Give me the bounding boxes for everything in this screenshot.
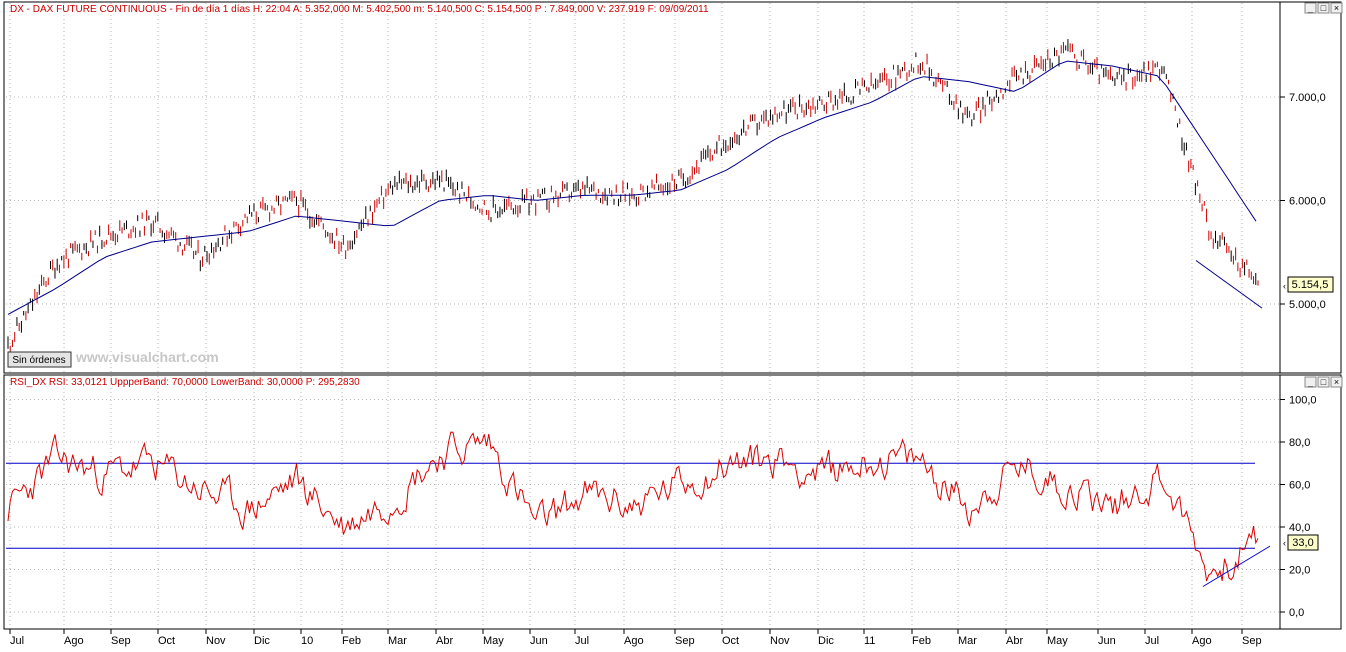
x-tick-label: Oct bbox=[158, 635, 175, 647]
maximize-button[interactable]: □ bbox=[1317, 2, 1330, 14]
rsi-last-value-text: 33,0 bbox=[1292, 537, 1313, 549]
x-tick-label: Mar bbox=[958, 635, 977, 647]
rsi-window-buttons: _ □ × bbox=[1304, 376, 1343, 388]
x-tick-label: Sep bbox=[111, 635, 131, 647]
x-tick-label: Dic bbox=[818, 635, 834, 647]
x-tick-label: Jun bbox=[1098, 635, 1116, 647]
close-icon: × bbox=[1334, 3, 1339, 13]
price-last-value: ‹ 5.154,5 bbox=[1283, 276, 1334, 293]
x-tick-label: Sep bbox=[1242, 635, 1262, 647]
watermark: www.visualchart.com bbox=[75, 349, 219, 365]
x-tick-label: Dic bbox=[254, 635, 270, 647]
x-tick-label: Oct bbox=[722, 635, 739, 647]
price-y-tick-label: 6.000,0 bbox=[1289, 196, 1326, 208]
x-tick-label: Sep bbox=[675, 635, 695, 647]
close-icon: × bbox=[1334, 377, 1339, 387]
x-tick-label: Jun bbox=[530, 635, 548, 647]
rsi-y-tick-label: 80,0 bbox=[1289, 437, 1310, 449]
x-tick-label: Abr bbox=[1006, 635, 1023, 647]
minimize-icon: _ bbox=[1307, 377, 1314, 387]
minimize-button[interactable]: _ bbox=[1304, 376, 1317, 388]
x-tick-label: Ago bbox=[624, 635, 644, 647]
price-grid bbox=[6, 3, 1279, 372]
status-button[interactable]: Sin órdenes bbox=[7, 351, 72, 368]
rsi-bands bbox=[6, 462, 1255, 549]
minimize-button[interactable]: _ bbox=[1304, 2, 1317, 14]
x-tick-label: Ago bbox=[64, 635, 84, 647]
x-tick-label: Feb bbox=[912, 635, 931, 647]
moving-average-line bbox=[7, 60, 1257, 315]
x-axis: Jul Ago Sep Oct Nov Dic 10 Feb Mar Abr May Jun Jul Ag… bbox=[4, 628, 1280, 647]
price-bars bbox=[7, 39, 1259, 353]
x-tick-label: Ago bbox=[1192, 635, 1212, 647]
x-tick-label: Feb bbox=[342, 635, 361, 647]
price-trend-line bbox=[1195, 260, 1263, 309]
price-last-arrow: ‹ bbox=[1283, 281, 1286, 291]
rsi-y-tick-label: 60,0 bbox=[1289, 480, 1310, 492]
status-button-label: Sin órdenes bbox=[12, 355, 65, 366]
maximize-icon: □ bbox=[1321, 377, 1327, 387]
x-tick-label: Jul bbox=[575, 635, 589, 647]
close-button[interactable]: × bbox=[1330, 2, 1343, 14]
x-tick-label: Nov bbox=[770, 635, 790, 647]
price-y-tick-label: 5.000,0 bbox=[1289, 299, 1326, 311]
price-last-value-text: 5.154,5 bbox=[1292, 279, 1329, 291]
rsi-y-tick-label: 20,0 bbox=[1289, 565, 1310, 577]
minimize-icon: _ bbox=[1307, 3, 1314, 13]
maximize-button[interactable]: □ bbox=[1317, 376, 1330, 388]
x-tick-label: 11 bbox=[864, 635, 875, 647]
rsi-panel-header: RSI_DX RSI: 33,0121 UppperBand: 70,0000 … bbox=[10, 377, 360, 388]
x-tick-label: Nov bbox=[206, 635, 226, 647]
rsi-y-tick-label: 100,0 bbox=[1289, 395, 1317, 407]
rsi-line bbox=[7, 431, 1259, 582]
price-panel-header: DX - DAX FUTURE CONTINUOUS - Fin de día … bbox=[10, 4, 709, 15]
price-panel-frame bbox=[3, 1, 1342, 374]
rsi-panel-frame bbox=[3, 374, 1342, 630]
x-tick-label: May bbox=[483, 635, 504, 647]
rsi-last-arrow: ‹ bbox=[1283, 538, 1286, 548]
price-y-tick-label: 7.000,0 bbox=[1289, 92, 1326, 104]
rsi-trend-line bbox=[1202, 545, 1271, 587]
price-y-axis: 7.000,0 6.000,0 5.000,0 bbox=[1280, 92, 1326, 311]
close-button[interactable]: × bbox=[1330, 376, 1343, 388]
x-tick-label: Jul bbox=[1145, 635, 1159, 647]
rsi-y-tick-label: 40,0 bbox=[1289, 522, 1310, 534]
price-window-buttons: _ □ × bbox=[1304, 2, 1343, 14]
rsi-grid bbox=[6, 376, 1279, 628]
rsi-last-value: ‹ 33,0 bbox=[1283, 534, 1319, 551]
maximize-icon: □ bbox=[1321, 3, 1327, 13]
x-tick-label: Abr bbox=[436, 635, 453, 647]
x-tick-label: Mar bbox=[388, 635, 407, 647]
rsi-y-axis: 100,0 80,0 60,0 40,0 20,0 0,0 bbox=[1280, 395, 1317, 619]
x-tick-label: Jul bbox=[10, 635, 24, 647]
rsi-y-tick-label: 0,0 bbox=[1289, 607, 1304, 619]
x-tick-label: 10 bbox=[301, 635, 313, 647]
x-tick-label: May bbox=[1047, 635, 1068, 647]
